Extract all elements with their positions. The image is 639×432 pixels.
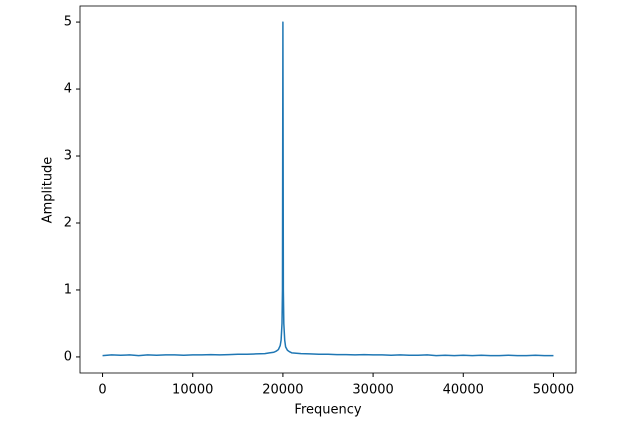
line xyxy=(102,21,554,357)
y-tick-label: 0 xyxy=(64,349,72,364)
y-tick-label: 3 xyxy=(64,149,72,164)
x-axis-label: Frequency xyxy=(294,403,361,418)
y-tick-label: 4 xyxy=(64,82,72,97)
plot-frame xyxy=(79,5,577,374)
y-tick-label: 1 xyxy=(64,282,72,297)
x-tick-label: 50000 xyxy=(533,383,574,398)
x-tick-label: 20000 xyxy=(262,383,303,398)
x-tick-label: 40000 xyxy=(443,383,484,398)
y-axis-label: Amplitude xyxy=(41,157,56,224)
x-tick-label: 0 xyxy=(98,383,106,398)
y-tick-label: 5 xyxy=(64,15,72,30)
x-tick-label: 10000 xyxy=(172,383,213,398)
x-tick-label: 30000 xyxy=(352,383,393,398)
y-tick-label: 2 xyxy=(64,215,72,230)
